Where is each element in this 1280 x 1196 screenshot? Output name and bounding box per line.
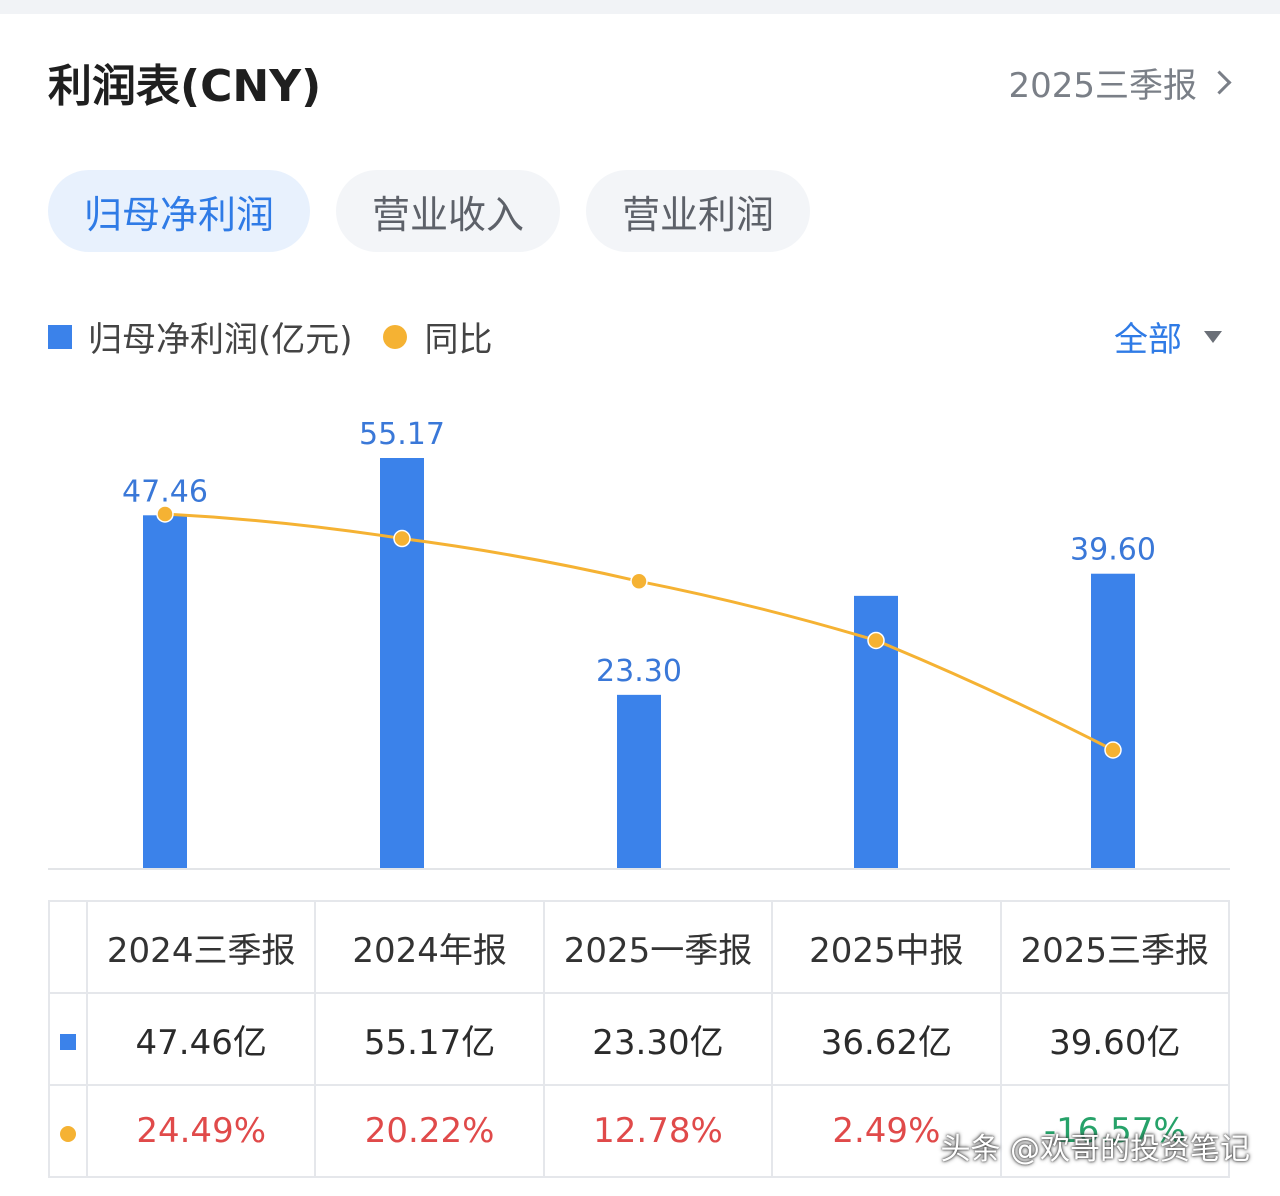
table-header-cell: 2024年报 [314, 900, 545, 994]
range-filter-dropdown[interactable]: 全部 [1114, 312, 1222, 361]
bar-4[interactable] [1091, 573, 1135, 868]
legend-line-label: 同比 [424, 320, 493, 360]
bar-value-label: 47.46 [122, 474, 208, 509]
bar-value-label: 23.30 [596, 654, 682, 689]
table-cell: 24.49% [85, 1084, 317, 1178]
yoy-point-3[interactable] [867, 631, 885, 650]
table-header-row: 2024三季报 2024年报 2025一季报 2025中报 2025三季报 [48, 900, 1231, 994]
bar-value-label: 39.60 [1070, 533, 1156, 568]
table-header-cell: 2025中报 [771, 900, 1002, 994]
bar-0[interactable] [143, 515, 187, 868]
table-cell: 12.78% [542, 1084, 774, 1178]
yoy-point-0[interactable] [156, 505, 174, 523]
table-cell: 2.49% [771, 1084, 1002, 1178]
bar-2[interactable] [617, 694, 661, 868]
table-header-cell: 2025一季报 [542, 900, 774, 994]
chart-legend: 归母净利润(亿元) 同比 [48, 312, 493, 361]
page-title: 利润表(CNY) [48, 61, 322, 112]
legend-line-swatch [382, 324, 407, 349]
table-row-yoy: 24.49% 20.22% 12.78% 2.49% -16.57% [48, 1084, 1231, 1178]
data-table: 2024三季报 2024年报 2025一季报 2025中报 2025三季报 47… [48, 900, 1231, 1178]
bar-value-label: 55.17 [359, 417, 445, 452]
table-cell: 20.22% [314, 1084, 545, 1178]
square-marker-icon [60, 1034, 76, 1050]
yoy-point-1[interactable] [393, 529, 411, 548]
table-row-profit: 47.46亿 55.17亿 23.30亿 36.62亿 39.60亿 [48, 992, 1231, 1086]
metric-tabs: 归母净利润 营业收入 营业利润 [48, 170, 811, 252]
yoy-point-4[interactable] [1104, 741, 1122, 759]
row-marker-line [48, 1084, 88, 1178]
filter-label: 全部 [1114, 320, 1182, 360]
watermark: 头条 @欢哥的投资笔记 [940, 1132, 1250, 1167]
table-cell: 39.60亿 [999, 992, 1231, 1086]
table-cell: 47.46亿 [85, 992, 317, 1086]
chevron-right-icon [1207, 70, 1232, 95]
bar-1[interactable] [380, 458, 424, 868]
table-cell: -16.57% [999, 1084, 1231, 1178]
table-cell: 55.17亿 [314, 992, 545, 1086]
tab-revenue[interactable]: 营业收入 [336, 170, 561, 252]
table-header-cell: 2024三季报 [85, 900, 317, 994]
period-label: 2025三季报 [1008, 66, 1197, 106]
top-band [0, 0, 1280, 14]
table-cell: 23.30亿 [542, 992, 774, 1086]
period-selector[interactable]: 2025三季报 [1008, 58, 1234, 107]
caret-down-icon [1204, 330, 1222, 343]
table-corner-cell [48, 900, 88, 994]
row-marker-bar [48, 992, 88, 1086]
tab-net-profit[interactable]: 归母净利润 [48, 170, 311, 252]
table-header-cell: 2025三季报 [999, 900, 1231, 994]
profit-chart: 47.46 55.17 23.30 39.60 [48, 417, 1230, 870]
dot-marker-icon [60, 1126, 76, 1142]
tab-operating-profit[interactable]: 营业利润 [586, 170, 811, 252]
yoy-point-2[interactable] [630, 572, 648, 591]
legend-bar-label: 归母净利润(亿元) [88, 320, 353, 360]
legend-bar-swatch [48, 324, 72, 349]
table-cell: 36.62亿 [771, 992, 1002, 1086]
